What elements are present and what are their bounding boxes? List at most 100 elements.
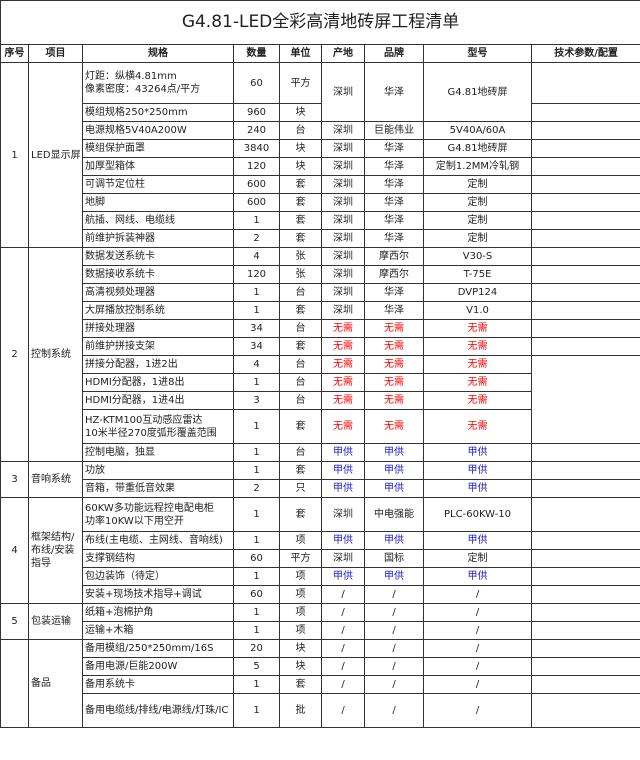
model-cell: 甲供 [423,443,532,462]
qty-cell: 1 [233,409,280,444]
spec-cell: 前维护拼接支架 [82,337,234,356]
unit-cell: 项 [279,621,322,640]
qty-cell: 20 [233,639,280,658]
brand-cell: 无需 [364,373,424,392]
model-cell: 定制 [423,175,532,194]
tech-cell [530,443,640,462]
brand-cell: / [364,693,424,728]
spec-cell: HDMI分配器，1进8出 [82,373,234,392]
unit-cell: 块 [279,157,322,176]
tech-cell [530,175,640,194]
tech-cell [530,103,640,122]
tech-cell [530,319,640,338]
origin-cell: 甲供 [321,567,365,586]
origin-cell: 无需 [321,319,365,338]
brand-cell: 无需 [364,355,424,374]
unit-cell: 块 [279,639,322,658]
qty-cell: 4 [233,247,280,266]
tech-cell [530,247,640,266]
brand-cell: 甲供 [364,479,424,498]
origin-cell: 无需 [321,337,365,356]
unit-cell: 项 [279,585,322,604]
table-row: 备用系统卡 1 套 / / / [1,675,640,694]
model-cell: 定制 [423,211,532,230]
unit-cell: 台 [279,355,322,374]
spec-cell: 安装+现场技术指导+调试 [82,585,234,604]
header-spec: 规格 [82,44,234,63]
brand-cell: 国标 [364,549,424,568]
model-cell: PLC-60KW-10 [423,497,532,532]
spec-cell: 加厚型箱体 [82,157,234,176]
header-qty: 数量 [233,44,280,63]
section-number: 5 [0,603,29,640]
origin-cell: 深圳 [321,497,365,532]
origin-cell: 深圳 [321,229,365,248]
qty-cell: 34 [233,337,280,356]
model-cell: V1.0 [423,301,532,320]
spec-cell: 前维护拆装神器 [82,229,234,248]
tech-cell [530,139,640,158]
table-row: 3 音响系统 功放 1 套甲供 甲供 甲供 [0,461,640,498]
tech-cell [530,283,640,302]
origin-cell: 深圳 [321,193,365,212]
tech-cell [530,585,640,604]
table-row: 可调节定位柱 600 套深圳 华泽 定制 [1,175,640,194]
table-row: 5 包装运输 纸箱+泡棉护角 1 项 / / / [0,603,640,640]
unit-cell: 块 [279,103,322,122]
unit-cell: 项 [279,603,322,622]
qty-cell: 60 [233,585,280,604]
brand-cell: 华泽 [364,62,424,122]
table-row: 模组规格250*250mm 960 块 [1,103,640,122]
brand-cell: 华泽 [364,139,424,158]
model-cell: 定制1.2MM冷轧钢 [423,157,532,176]
origin-cell: 甲供 [321,443,365,462]
spec-cell: 模组保护面罩 [82,139,234,158]
unit-cell: 张 [279,247,322,266]
header-item: 项目 [28,44,83,63]
origin-cell: 甲供 [321,479,365,498]
tech-cell [530,675,640,694]
table-row: 备品 备用模组/250*250mm/16S 20 块 / / / [0,639,640,728]
origin-cell: 深圳 [321,139,365,158]
table-row: 4 框架结构/布线/安装 指导 60KW多功能远程控电配电柜 功率10KW以下用空开 1 套… [0,497,640,604]
brand-cell: 无需 [364,391,424,410]
spec-cell: 备用电缆线/排线/电源线/灯珠/IC [82,693,234,728]
qty-cell: 1 [233,211,280,230]
section-name: 音响系统 [28,461,83,498]
brand-cell: 华泽 [364,157,424,176]
origin-cell: / [321,693,365,728]
model-cell: / [423,639,532,658]
table-row: 前维护拼接支架 34 套无需 无需 无需 [1,337,640,356]
brand-cell: 甲供 [364,461,424,480]
section-name: 控制系统 [28,247,83,462]
header-no: 序号 [0,44,29,63]
model-cell: 无需 [423,373,532,392]
model-cell: G4.81地砖屏 [423,62,532,122]
model-cell: 定制 [423,229,532,248]
model-cell: T-75E [423,265,532,284]
brand-cell: / [364,603,424,622]
spec-cell: 备用模组/250*250mm/16S [82,639,234,658]
origin-cell: / [321,603,365,622]
origin-cell: / [321,585,365,604]
qty-cell: 5 [233,657,280,676]
tech-cell [530,621,640,640]
tech-cell [530,531,640,550]
model-cell: / [423,621,532,640]
table-row: 音箱，带重低音效果 2 只甲供 甲供 甲供 [1,479,640,498]
tech-cell [530,657,640,676]
qty-cell: 120 [233,157,280,176]
brand-cell: 无需 [364,337,424,356]
model-cell: 甲供 [423,531,532,550]
header-unit: 单位 [279,44,322,63]
unit-cell: 块 [279,139,322,158]
brand-cell: 摩西尔 [364,265,424,284]
unit-cell: 只 [279,479,322,498]
model-cell: 无需 [423,355,532,374]
qty-cell: 2 [233,229,280,248]
spec-cell: 地脚 [82,193,234,212]
table-row: 数据接收系统卡 120 张深圳 摩西尔 T-75E [1,265,640,284]
table-row: 地脚 600 套深圳 华泽 定制 [1,193,640,212]
tech-cell [530,337,640,356]
tech-cell [530,157,640,176]
